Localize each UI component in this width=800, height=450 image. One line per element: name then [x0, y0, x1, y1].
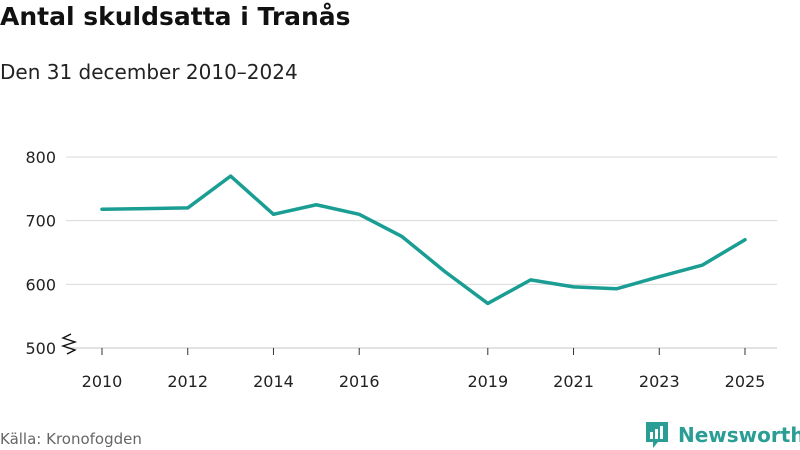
x-tick-label: 2023	[639, 372, 680, 391]
chart-title: Antal skuldsatta i Tranås	[0, 2, 351, 31]
data-point-2022[interactable]	[612, 285, 620, 293]
x-tick-label: 2016	[339, 372, 380, 391]
source-note: Källa: Kronofogden	[0, 430, 142, 448]
series-line	[100, 174, 747, 306]
x-tick-label: 2014	[253, 372, 294, 391]
brand-name: Newsworthy	[678, 423, 800, 447]
data-point-2017[interactable]	[398, 233, 406, 241]
data-point-2012[interactable]	[184, 204, 192, 212]
data-point-2020[interactable]	[527, 276, 535, 284]
axis-break-zigzag	[60, 333, 78, 355]
x-axis-ticks: 2010 2012 2014 2016 2019 2021 2023 2025	[82, 348, 766, 391]
x-tick-label: 2021	[553, 372, 594, 391]
x-tick-label: 2012	[167, 372, 208, 391]
x-tick-label: 2010	[82, 372, 123, 391]
series-line-group	[98, 172, 749, 307]
data-point-2019[interactable]	[484, 299, 492, 307]
data-point-2016[interactable]	[355, 210, 363, 218]
y-tick-label: 800	[25, 148, 56, 167]
gridlines	[66, 156, 777, 349]
data-point-2014[interactable]	[269, 210, 277, 218]
y-tick-label: 600	[25, 275, 56, 294]
x-tick-label: 2019	[467, 372, 508, 391]
newsworthy-logo[interactable]: Newsworthy	[644, 420, 800, 450]
newsworthy-logo-icon	[646, 422, 668, 448]
line-chart: 500 600 700 800 2010 2012 2014 2016 2019 2021 202…	[25, 148, 777, 391]
y-tick-label: 500	[25, 339, 56, 358]
data-point-2015[interactable]	[312, 201, 320, 209]
data-point-2025[interactable]	[741, 236, 749, 244]
data-point-2011[interactable]	[141, 205, 149, 213]
y-axis-ticks: 500 600 700 800	[25, 148, 56, 358]
data-point-2010[interactable]	[98, 205, 106, 213]
data-point-2023[interactable]	[655, 273, 663, 281]
data-point-2021[interactable]	[570, 283, 578, 291]
x-tick-label: 2025	[725, 372, 766, 391]
chart-subtitle: Den 31 december 2010–2024	[0, 60, 298, 84]
data-point-2013[interactable]	[227, 172, 235, 180]
data-point-2024[interactable]	[698, 261, 706, 269]
y-tick-label: 700	[25, 212, 56, 231]
y-axis-break-icon	[60, 333, 78, 355]
data-point-2018[interactable]	[441, 268, 449, 276]
